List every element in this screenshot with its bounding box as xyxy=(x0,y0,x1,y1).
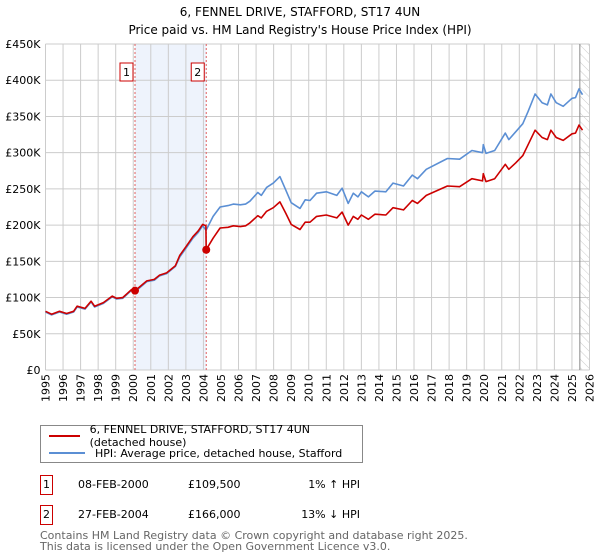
sale-label-box xyxy=(119,62,134,82)
x-tick-label: 2011 xyxy=(320,374,333,402)
x-tick-label: 2018 xyxy=(443,374,456,402)
x-tick-label: 2023 xyxy=(531,374,544,402)
transaction-delta: 13% ↓ HPI xyxy=(301,508,360,521)
x-tick-label: 1999 xyxy=(110,374,123,402)
x-tick-label: 2025 xyxy=(566,374,579,402)
y-tick-label: £200K xyxy=(5,219,41,232)
footer-copyright: Contains HM Land Registry data © Crown c… xyxy=(40,529,468,542)
y-tick-label: £400K xyxy=(5,74,41,87)
transaction-row: 1 08-FEB-2000 £109,500 1% ↑ HPI xyxy=(40,475,560,495)
chart-title: 6, FENNEL DRIVE, STAFFORD, ST17 4UN xyxy=(180,5,420,19)
x-tick-label: 2008 xyxy=(268,374,281,402)
x-tick-label: 2020 xyxy=(478,374,491,402)
x-tick-label: 2015 xyxy=(390,374,403,402)
shaded-period xyxy=(134,44,207,370)
x-tick-label: 1995 xyxy=(40,374,53,402)
x-tick-label: 2000 xyxy=(127,374,140,402)
legend-swatch-red xyxy=(49,435,80,437)
x-tick-label: 2024 xyxy=(548,374,561,402)
x-tick-label: 2001 xyxy=(145,374,158,402)
x-tick-label: 2004 xyxy=(197,374,210,402)
x-tick-label: 1998 xyxy=(92,374,105,402)
sale-point xyxy=(130,286,139,295)
y-tick-label: £100K xyxy=(5,292,41,305)
x-tick-label: 2010 xyxy=(303,374,316,402)
x-tick-label: 1997 xyxy=(75,374,88,402)
sale-point xyxy=(202,245,211,254)
transaction-price: £109,500 xyxy=(188,478,241,491)
chart-subtitle: Price paid vs. HM Land Registry's House … xyxy=(128,23,471,37)
transaction-date: 08-FEB-2000 xyxy=(78,478,149,491)
transaction-date: 27-FEB-2004 xyxy=(78,508,149,521)
legend-label-property: 6, FENNEL DRIVE, STAFFORD, ST17 4UN (det… xyxy=(89,423,310,449)
transaction-price: £166,000 xyxy=(188,508,241,521)
x-tick-label: 2012 xyxy=(338,374,351,402)
x-tick-label: 2002 xyxy=(162,374,175,402)
y-tick-label: £0 xyxy=(27,364,41,377)
y-tick-label: £300K xyxy=(5,147,41,160)
y-tick-label: £450K xyxy=(5,38,41,51)
sale-label-box xyxy=(190,62,205,82)
y-tick-label: £150K xyxy=(5,255,41,268)
footer: Contains HM Land Registry data © Crown c… xyxy=(40,530,468,552)
x-tick-label: 2005 xyxy=(215,374,228,402)
x-tick-label: 2021 xyxy=(496,374,509,402)
y-tick-label: £250K xyxy=(5,183,41,196)
forecast-hatch xyxy=(579,44,590,370)
y-tick-label: £350K xyxy=(5,110,41,123)
x-tick-label: 2009 xyxy=(285,374,298,402)
legend-swatch-blue xyxy=(49,452,85,454)
legend-label-hpi: HPI: Average price, detached house, Staf… xyxy=(95,446,343,460)
x-tick-label: 1996 xyxy=(57,374,70,402)
x-tick-label: 2006 xyxy=(233,374,246,402)
chart-legend: 6, FENNEL DRIVE, STAFFORD, ST17 4UN (det… xyxy=(40,423,363,463)
y-tick-label: £50K xyxy=(12,328,41,341)
x-tick-label: 2026 xyxy=(584,374,597,402)
legend-item-property: 6, FENNEL DRIVE, STAFFORD, ST17 4UN (det… xyxy=(49,423,362,449)
sale-label: 1 xyxy=(123,66,130,79)
transaction-row: 2 27-FEB-2004 £166,000 13% ↓ HPI xyxy=(40,505,560,525)
x-tick-label: 2003 xyxy=(180,374,193,402)
price-chart: 6, FENNEL DRIVE, STAFFORD, ST17 4UN Pric… xyxy=(5,5,597,402)
x-tick-label: 2007 xyxy=(250,374,263,402)
x-tick-label: 2022 xyxy=(513,374,526,402)
x-tick-label: 2013 xyxy=(355,374,368,402)
x-tick-label: 2014 xyxy=(373,374,386,402)
x-tick-label: 2017 xyxy=(426,374,439,402)
transaction-badge: 2 xyxy=(40,505,53,525)
transaction-delta: 1% ↑ HPI xyxy=(308,478,360,491)
transaction-badge: 1 xyxy=(40,475,53,495)
footer-licence: This data is licensed under the Open Gov… xyxy=(40,540,391,553)
x-tick-label: 2019 xyxy=(461,374,474,402)
legend-item-hpi: HPI: Average price, detached house, Staf… xyxy=(49,445,342,461)
sale-label: 2 xyxy=(194,66,201,79)
x-tick-label: 2016 xyxy=(408,374,421,402)
